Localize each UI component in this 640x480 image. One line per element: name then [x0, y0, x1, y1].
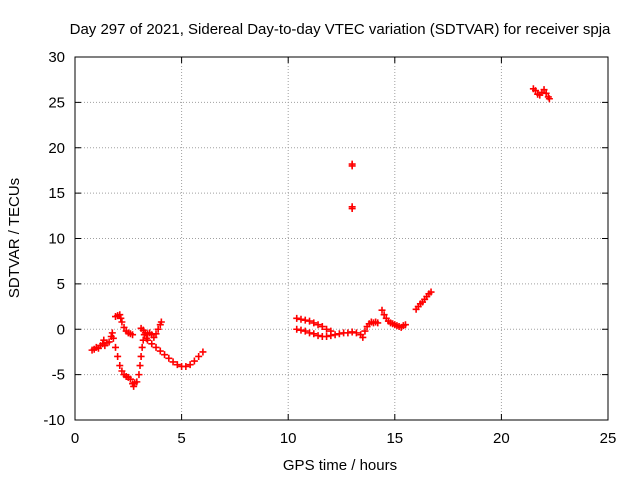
- data-point: [105, 338, 113, 346]
- data-point: [306, 317, 314, 325]
- data-point: [154, 325, 162, 333]
- data-point: [348, 162, 356, 170]
- data-point: [143, 336, 151, 344]
- data-point: [138, 343, 146, 351]
- data-point: [301, 316, 309, 324]
- chart-title: Day 297 of 2021, Sidereal Day-to-day VTE…: [70, 21, 611, 38]
- data-point: [331, 331, 339, 339]
- data-point: [359, 333, 367, 341]
- data-point: [318, 323, 326, 331]
- data-point: [118, 318, 126, 326]
- data-point: [301, 327, 309, 335]
- data-point: [116, 362, 124, 370]
- data-point: [293, 314, 301, 322]
- y-tick-label: 25: [48, 94, 65, 111]
- data-point: [117, 314, 125, 322]
- y-tick-label: -10: [43, 412, 65, 429]
- y-tick-label: 20: [48, 140, 65, 157]
- data-point: [165, 354, 173, 362]
- x-tick-label: 5: [177, 430, 185, 447]
- data-point: [348, 328, 356, 336]
- data-point: [361, 327, 369, 335]
- data-point: [108, 329, 116, 337]
- data-point: [161, 351, 169, 359]
- data-point: [306, 329, 314, 337]
- data-point: [545, 95, 553, 103]
- data-point: [310, 319, 318, 327]
- data-point: [199, 348, 207, 356]
- gridlines: [75, 57, 608, 420]
- data-point: [133, 378, 141, 386]
- data-point: [173, 361, 181, 369]
- data-point: [380, 311, 388, 319]
- data-point: [323, 333, 331, 341]
- data-point: [427, 288, 435, 296]
- data-point: [116, 311, 124, 319]
- data-point: [118, 367, 126, 375]
- data-point: [540, 86, 548, 94]
- y-tick-label: 5: [57, 276, 65, 293]
- y-tick-label: 10: [48, 231, 65, 248]
- data-point: [129, 331, 137, 339]
- data-point: [150, 333, 158, 341]
- y-tick-label: 15: [48, 185, 65, 202]
- data-point: [112, 343, 120, 351]
- y-axis-label: SDTVAR / TECUs: [6, 178, 23, 298]
- data-point: [114, 352, 122, 360]
- data-point: [186, 361, 194, 369]
- data-point: [157, 318, 165, 326]
- x-tick-label: 15: [386, 430, 403, 447]
- data-point: [182, 362, 190, 370]
- data-point: [297, 315, 305, 323]
- data-point: [297, 326, 305, 334]
- data-point: [374, 319, 382, 327]
- data-point: [137, 352, 145, 360]
- data-point: [120, 323, 128, 331]
- data-point: [293, 325, 301, 333]
- data-point: [109, 334, 117, 342]
- x-tick-label: 10: [280, 430, 297, 447]
- data-point: [190, 357, 198, 365]
- data-point: [195, 352, 203, 360]
- data-point: [136, 362, 144, 370]
- y-tick-label: -5: [52, 367, 65, 384]
- data-point: [323, 325, 331, 333]
- data-point: [130, 382, 138, 390]
- data-point: [152, 343, 160, 351]
- data-point: [169, 358, 177, 366]
- x-tick-label: 20: [493, 430, 510, 447]
- x-tick-label: 0: [71, 430, 79, 447]
- y-tick-label: 30: [48, 49, 65, 66]
- data-point: [156, 347, 164, 355]
- data-point: [352, 329, 360, 337]
- data-point: [542, 89, 550, 97]
- data-point: [148, 340, 156, 348]
- data-point: [327, 332, 335, 340]
- data-point: [310, 330, 318, 338]
- data-points: [88, 85, 553, 390]
- data-point: [314, 332, 322, 340]
- data-point: [335, 330, 343, 338]
- data-point: [348, 203, 356, 211]
- axis-ticks: 0 5 10 15 20 25 -10 -5 0 5 10 15 20 25 30: [43, 49, 616, 447]
- data-point: [152, 330, 160, 338]
- x-axis-label: GPS time / hours: [283, 457, 397, 474]
- x-tick-label: 25: [600, 430, 617, 447]
- y-tick-label: 0: [57, 321, 65, 338]
- data-point: [344, 329, 352, 337]
- data-point: [532, 87, 540, 95]
- data-point: [378, 306, 386, 314]
- data-point: [314, 321, 322, 329]
- data-point: [126, 375, 134, 383]
- data-point: [135, 371, 143, 379]
- data-point: [401, 321, 409, 329]
